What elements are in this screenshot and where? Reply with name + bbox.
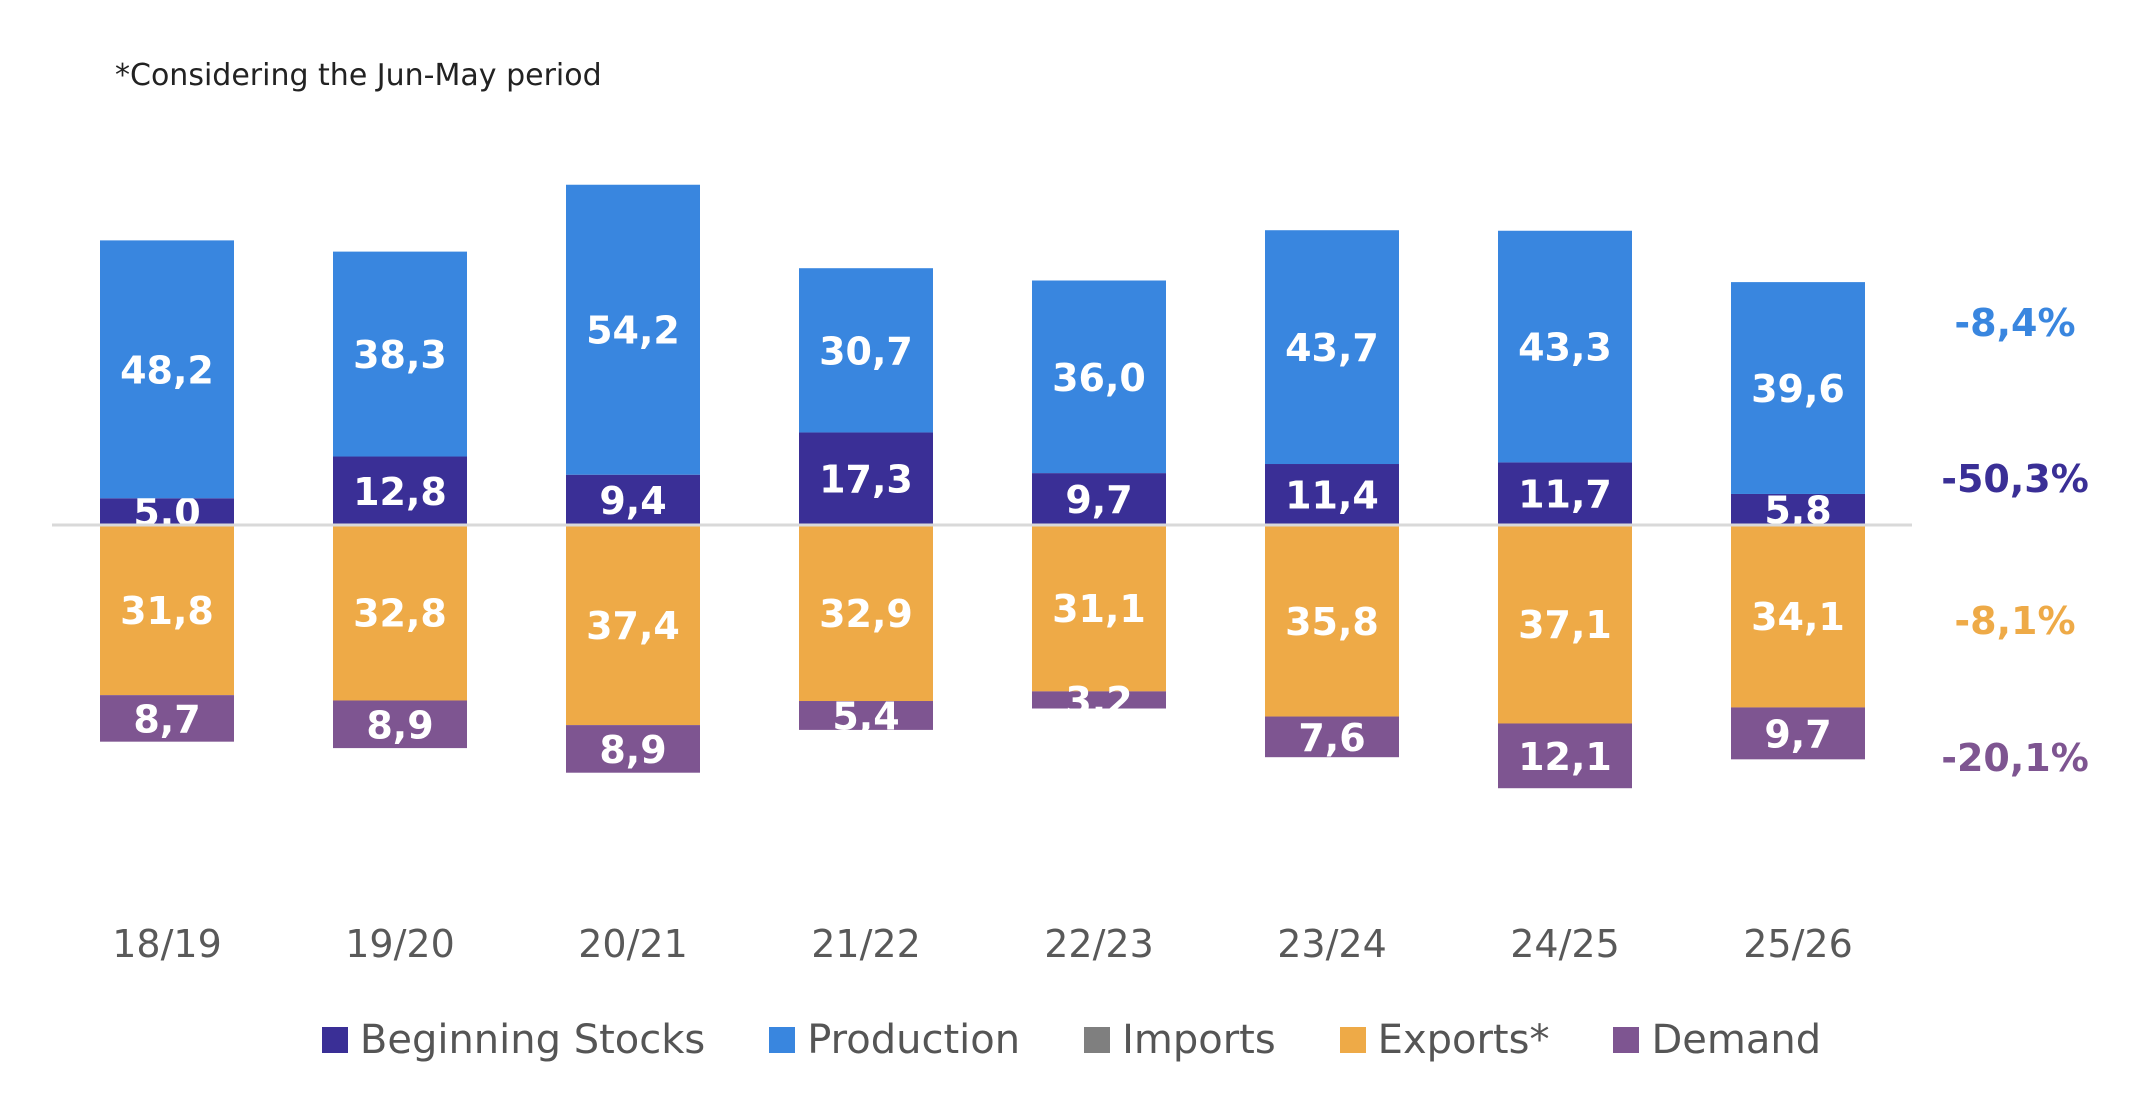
bar-exports-23-24: [1265, 525, 1399, 717]
bar-production-24-25: [1498, 230, 1632, 463]
bar-beginning-stocks-19-20: [333, 456, 467, 525]
bar-production-19-20: [333, 251, 467, 457]
bar-exports-24-25: [1498, 525, 1632, 724]
data-label-demand-23-24: 7,6: [1298, 716, 1365, 760]
legend-label-demand: Demand: [1651, 1017, 1822, 1063]
data-label-exports-25-26: 34,1: [1751, 595, 1845, 639]
data-label-exports-24-25: 37,1: [1518, 603, 1612, 647]
bar-production-18-19: [100, 240, 234, 499]
bar-demand-22-23: [1032, 691, 1166, 709]
data-label-exports-22-23: 31,1: [1052, 587, 1146, 631]
legend-label-imports: Imports: [1122, 1017, 1276, 1063]
bar-exports-22-23: [1032, 525, 1166, 692]
legend-swatch-exports: [1339, 1027, 1366, 1053]
data-label-demand-22-23: 3,2: [1065, 679, 1132, 723]
legend-swatch-imports: [1084, 1027, 1111, 1053]
bar-demand-18-19: [100, 695, 234, 742]
legend-swatch-demand: [1613, 1027, 1640, 1053]
legend-item-demand: Demand: [1613, 1017, 1821, 1063]
data-label-demand-25-26: 9,7: [1764, 712, 1831, 756]
x-tick-label-18-19: 18/19: [112, 922, 222, 966]
bar-exports-20-21: [566, 525, 700, 726]
data-label-demand-18-19: 8,7: [133, 697, 200, 741]
bar-beginning-stocks-24-25: [1498, 462, 1632, 525]
x-tick-label-24-25: 24/25: [1510, 922, 1620, 966]
data-label-beginning-stocks-22-23: 9,7: [1065, 478, 1132, 522]
x-tick-label-20-21: 20/21: [578, 922, 688, 966]
bar-demand-19-20: [333, 700, 467, 749]
data-label-exports-18-19: 31,8: [120, 589, 214, 633]
legend-item-imports: Imports: [1084, 1017, 1276, 1063]
bar-demand-23-24: [1265, 716, 1399, 758]
change-label-production: -8,4%: [1954, 301, 2075, 345]
data-label-production-18-19: 48,2: [120, 348, 214, 392]
data-label-beginning-stocks-24-25: 11,7: [1518, 473, 1612, 517]
data-label-production-20-21: 54,2: [586, 309, 680, 353]
data-label-production-19-20: 38,3: [353, 333, 447, 377]
data-label-demand-21-22: 5,4: [832, 694, 899, 738]
legend-label-beginning-stocks: Beginning Stocks: [359, 1017, 706, 1063]
legend-item-production: Production: [769, 1017, 1020, 1063]
data-label-exports-19-20: 32,8: [353, 592, 447, 636]
data-label-production-23-24: 43,7: [1285, 326, 1379, 370]
bar-exports-19-20: [333, 525, 467, 701]
x-tick-label-19-20: 19/20: [345, 922, 455, 966]
bar-production-21-22: [799, 268, 933, 433]
data-label-beginning-stocks-23-24: 11,4: [1285, 474, 1379, 518]
x-tick-label-21-22: 21/22: [811, 922, 921, 966]
bar-exports-21-22: [799, 525, 933, 702]
chart-note: *Considering the Jun-May period: [115, 58, 602, 93]
x-tick-label-25-26: 25/26: [1743, 922, 1853, 966]
data-label-demand-20-21: 8,9: [599, 728, 666, 772]
bar-production-22-23: [1032, 280, 1166, 474]
bar-beginning-stocks-23-24: [1265, 464, 1399, 525]
legend-item-beginning-stocks: Beginning Stocks: [321, 1017, 706, 1063]
bar-demand-25-26: [1731, 707, 1865, 760]
legend-item-exports: Exports*: [1339, 1017, 1550, 1063]
data-label-beginning-stocks-20-21: 9,4: [599, 479, 666, 523]
data-label-demand-19-20: 8,9: [366, 703, 433, 747]
chart-legend: Beginning Stocks Production Imports Expo…: [0, 1017, 2143, 1063]
bar-exports-25-26: [1731, 525, 1865, 708]
change-label-exports: -8,1%: [1954, 599, 2075, 643]
data-label-beginning-stocks-21-22: 17,3: [819, 458, 913, 502]
bar-production-23-24: [1265, 230, 1399, 465]
bar-beginning-stocks-21-22: [799, 432, 933, 525]
data-label-production-22-23: 36,0: [1052, 356, 1146, 400]
bar-beginning-stocks-25-26: [1731, 493, 1865, 525]
legend-swatch-production: [769, 1027, 796, 1053]
data-label-exports-21-22: 32,9: [819, 592, 913, 636]
legend-swatch-beginning-stocks: [321, 1027, 348, 1053]
change-label-beginning-stocks: -50,3%: [1941, 457, 2089, 501]
data-label-beginning-stocks-19-20: 12,8: [353, 470, 447, 514]
bar-demand-24-25: [1498, 723, 1632, 789]
legend-label-exports: Exports*: [1377, 1017, 1550, 1063]
data-label-demand-24-25: 12,1: [1518, 735, 1612, 779]
bar-beginning-stocks-22-23: [1032, 473, 1166, 525]
x-tick-label-22-23: 22/23: [1044, 922, 1154, 966]
bar-beginning-stocks-18-19: [100, 498, 234, 525]
data-label-production-21-22: 30,7: [819, 329, 913, 373]
data-label-production-24-25: 43,3: [1518, 326, 1612, 370]
x-tick-label-23-24: 23/24: [1277, 922, 1387, 966]
data-label-exports-23-24: 35,8: [1285, 600, 1379, 644]
data-label-production-25-26: 39,6: [1751, 367, 1845, 411]
bar-beginning-stocks-20-21: [566, 474, 700, 525]
change-label-demand: -20,1%: [1941, 736, 2089, 780]
bar-production-20-21: [566, 184, 700, 475]
bar-exports-18-19: [100, 525, 234, 696]
data-label-exports-20-21: 37,4: [586, 604, 680, 648]
bar-production-25-26: [1731, 282, 1865, 494]
bar-demand-20-21: [566, 725, 700, 773]
bar-demand-21-22: [799, 701, 933, 730]
legend-label-production: Production: [807, 1017, 1021, 1063]
